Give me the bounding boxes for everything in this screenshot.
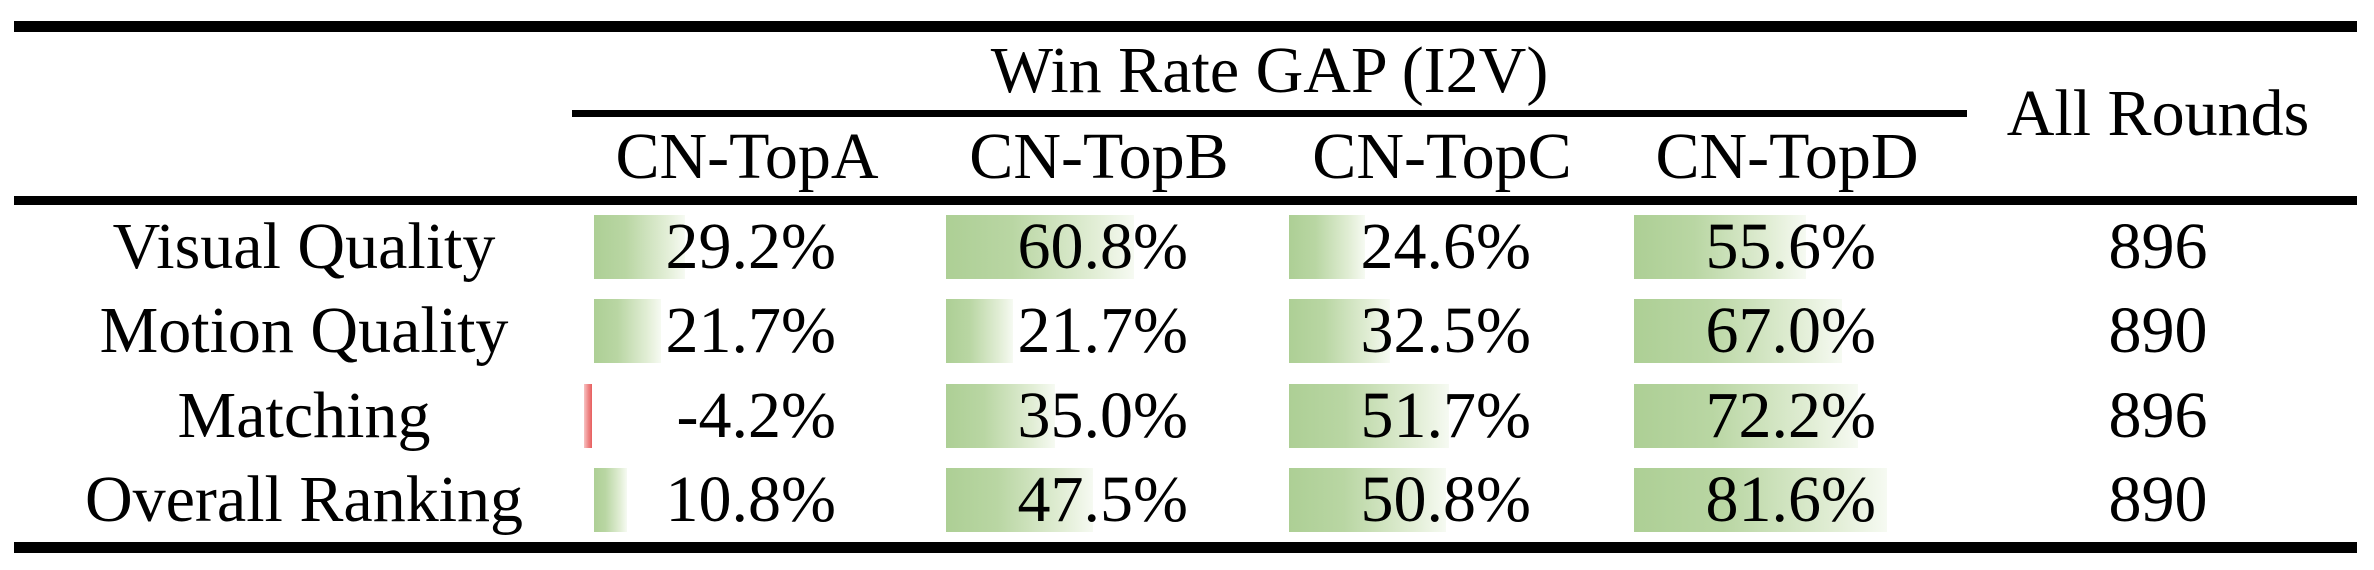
row-label: Visual Quality — [112, 210, 496, 284]
winrate-value: 10.8% — [665, 462, 836, 536]
negative-data-bar — [584, 383, 592, 448]
positive-data-bar — [1634, 467, 1887, 532]
winrate-cell: 67.0% — [1634, 289, 1978, 373]
winrate-value: -4.2% — [676, 378, 836, 452]
positive-data-bar — [1634, 299, 1842, 364]
winrate-value: 32.5% — [1360, 294, 1531, 368]
winrate-cell: 24.6% — [1289, 205, 1633, 289]
positive-data-bar — [594, 299, 661, 364]
rounds-value: 896 — [2108, 378, 2208, 452]
winrate-value: 50.8% — [1360, 462, 1531, 536]
winrate-cell: 60.8% — [946, 205, 1290, 289]
winrate-cell: 51.7% — [1289, 374, 1633, 458]
winrate-cell: -4.2% — [584, 374, 938, 458]
winrate-cell: 21.7% — [946, 289, 1290, 373]
winrate-cell: 55.6% — [1634, 205, 1978, 289]
column-header-cn-topb: CN-TopB — [969, 119, 1229, 193]
winrate-value: 21.7% — [1017, 294, 1188, 368]
winrate-cell: 81.6% — [1634, 458, 1978, 542]
rounds-value: 896 — [2108, 210, 2208, 284]
positive-data-bar — [1289, 215, 1365, 280]
winrate-cell: 72.2% — [1634, 374, 1978, 458]
winrate-value: 47.5% — [1017, 462, 1188, 536]
winrate-value: 35.0% — [1017, 378, 1188, 452]
header-body-rule — [14, 196, 2357, 205]
rounds-value: 890 — [2108, 462, 2208, 536]
rounds-value: 890 — [2108, 294, 2208, 368]
column-header-cn-topc: CN-TopC — [1312, 119, 1572, 193]
winrate-value: 51.7% — [1360, 378, 1531, 452]
table-row: Overall Ranking 10.8% 47.5% 50.8% 81.6% 890 — [0, 458, 2374, 542]
positive-data-bar — [594, 215, 685, 280]
group-header-rule — [572, 110, 1967, 117]
winrate-value: 21.7% — [665, 294, 836, 368]
positive-data-bar — [1289, 383, 1449, 448]
winrate-cell: 32.5% — [1289, 289, 1633, 373]
table-row: Matching -4.2% 35.0% 51.7% 72.2% 896 — [0, 374, 2374, 458]
table-body: Visual Quality 29.2% 60.8% 24.6% 55.6% 896 Mot… — [0, 205, 2374, 542]
winrate-cell: 35.0% — [946, 374, 1290, 458]
positive-data-bar — [1634, 215, 1806, 280]
winrate-cell: 21.7% — [594, 289, 938, 373]
column-header-cn-topa: CN-TopA — [615, 119, 879, 193]
winrate-value: 60.8% — [1017, 210, 1188, 284]
winrate-cell: 47.5% — [946, 458, 1290, 542]
winrate-value: 81.6% — [1705, 462, 1876, 536]
positive-data-bar — [594, 467, 627, 532]
positive-data-bar — [946, 467, 1093, 532]
table-row: Motion Quality 21.7% 21.7% 32.5% 67.0% 890 — [0, 289, 2374, 373]
winrate-value: 67.0% — [1705, 294, 1876, 368]
winrate-cell: 29.2% — [594, 205, 938, 289]
positive-data-bar — [1634, 383, 1858, 448]
winrate-cell: 50.8% — [1289, 458, 1633, 542]
column-header-all-rounds: All Rounds — [2006, 77, 2310, 150]
positive-data-bar — [946, 215, 1134, 280]
winrate-value: 72.2% — [1705, 378, 1876, 452]
winrate-value: 29.2% — [665, 210, 836, 284]
bottom-rule — [14, 542, 2357, 553]
group-header-title: Win Rate GAP (I2V) — [990, 34, 1549, 107]
row-label: Overall Ranking — [84, 462, 524, 536]
positive-data-bar — [946, 299, 1013, 364]
winrate-value: 55.6% — [1705, 210, 1876, 284]
row-label: Matching — [177, 378, 431, 452]
top-rule — [14, 21, 2357, 32]
row-label: Motion Quality — [99, 294, 509, 368]
positive-data-bar — [1289, 299, 1390, 364]
positive-data-bar — [946, 383, 1055, 448]
positive-data-bar — [1289, 467, 1446, 532]
winrate-cell: 10.8% — [594, 458, 938, 542]
column-header-cn-topd: CN-TopD — [1655, 119, 1919, 193]
winrate-value: 24.6% — [1360, 210, 1531, 284]
table-row: Visual Quality 29.2% 60.8% 24.6% 55.6% 896 — [0, 205, 2374, 289]
